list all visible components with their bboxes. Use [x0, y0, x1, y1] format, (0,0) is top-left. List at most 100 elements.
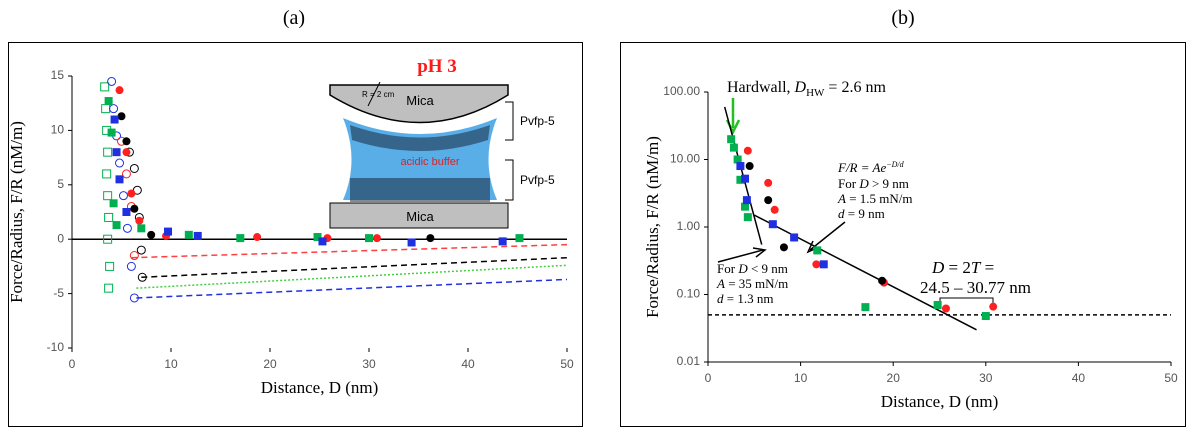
- upper-mica: [329, 84, 509, 124]
- annotation: Mica: [406, 209, 434, 224]
- annotation: pH 3: [417, 56, 457, 77]
- annotation: Hardwall, DHW = 2.6 nm: [727, 79, 886, 99]
- point: [122, 148, 131, 157]
- annotation: Pvfp-5: [520, 114, 555, 128]
- point: [103, 191, 113, 201]
- point: [253, 233, 262, 242]
- point: [764, 196, 773, 205]
- y-tick-label: -5: [53, 286, 64, 300]
- point: [109, 199, 118, 208]
- y-axis-label: Force/Radius, F/R (nM/m): [643, 136, 662, 318]
- y-tick-label: 10.00: [670, 152, 700, 166]
- point: [426, 234, 435, 243]
- point: [109, 104, 119, 114]
- point: [137, 224, 146, 233]
- point: [372, 234, 381, 243]
- point: [733, 155, 742, 164]
- point: [102, 169, 112, 179]
- point: [236, 234, 245, 243]
- point: [103, 147, 113, 157]
- y-tick-label: 0: [57, 231, 64, 245]
- point: [745, 162, 754, 171]
- point: [127, 189, 136, 198]
- point: [819, 260, 828, 269]
- point: [135, 216, 144, 225]
- point: [137, 272, 147, 282]
- point: [981, 312, 990, 321]
- point: [768, 220, 777, 229]
- annotation: d = 1.3 nm: [717, 291, 773, 306]
- point: [790, 233, 799, 242]
- annotations-b: Hardwall, DHW = 2.6 nm F/R = Ae−D/d For …: [716, 79, 1031, 306]
- radius-arrow: [367, 81, 381, 107]
- annotation: D = 2T =: [931, 258, 994, 277]
- point: [742, 196, 751, 205]
- point: [104, 97, 113, 106]
- point: [743, 146, 752, 155]
- point: [130, 204, 139, 213]
- annotation: F/R = Ae−D/d: [837, 160, 905, 175]
- point: [115, 175, 124, 184]
- x-axis-label: Distance, D (nm): [261, 378, 379, 397]
- point: [193, 231, 202, 240]
- x-tick-label: 30: [979, 371, 993, 385]
- point: [365, 234, 373, 243]
- x-tick-label: 40: [461, 357, 475, 371]
- point: [313, 233, 322, 242]
- annotation: A = 35 mN/m: [716, 276, 788, 291]
- point: [107, 76, 117, 86]
- y-tick-label: 15: [51, 68, 65, 82]
- point: [118, 191, 128, 201]
- x-axis-label: Distance, D (nm): [881, 392, 999, 411]
- point: [147, 230, 156, 239]
- x-tick-label: 50: [1164, 371, 1178, 385]
- point: [779, 243, 788, 252]
- bracket: [505, 101, 514, 201]
- annotation: 24.5 – 30.77 nm: [920, 278, 1031, 297]
- y-tick-label: 5: [57, 177, 64, 191]
- y-tick-label: 10: [51, 123, 65, 137]
- point: [727, 135, 736, 144]
- x-tick-label: 30: [362, 357, 376, 371]
- point: [129, 251, 139, 261]
- panel-a-title: (a): [283, 7, 305, 29]
- annotation: For D < 9 nm: [717, 261, 788, 276]
- x-tick-label: 20: [887, 371, 901, 385]
- x-tick-label: 0: [705, 371, 712, 385]
- lower-mica: [329, 202, 509, 229]
- point: [989, 302, 998, 311]
- point: [729, 143, 738, 152]
- point: [122, 223, 132, 233]
- point: [103, 234, 113, 244]
- point: [515, 234, 524, 243]
- point: [105, 261, 115, 271]
- annotation: Mica: [406, 93, 434, 108]
- annotation: acidic buffer: [400, 156, 459, 168]
- point: [101, 104, 111, 114]
- point: [104, 212, 114, 222]
- annotation: R = 2 cm: [362, 90, 395, 99]
- y-tick-label: 0.10: [677, 287, 701, 301]
- annotation: A = 1.5 mN/m: [837, 191, 913, 206]
- point: [110, 115, 119, 124]
- hardwall-arrow: [725, 98, 741, 135]
- fit-line: [131, 243, 568, 259]
- fit-line: [136, 264, 568, 289]
- fit-line: [141, 256, 568, 279]
- point: [117, 112, 126, 121]
- point: [129, 293, 139, 303]
- annotation: Pvfp-5: [520, 173, 555, 187]
- annotation: For D > 9 nm: [838, 176, 909, 191]
- point: [407, 238, 416, 247]
- point: [764, 178, 773, 187]
- polymer-layer: [350, 178, 490, 202]
- point: [498, 237, 507, 246]
- y-tick-label: 0.01: [677, 354, 701, 368]
- point: [741, 202, 750, 211]
- point: [112, 148, 121, 157]
- point: [770, 205, 779, 214]
- point: [115, 86, 124, 95]
- y-tick-label: -10: [47, 340, 65, 354]
- point: [100, 82, 110, 92]
